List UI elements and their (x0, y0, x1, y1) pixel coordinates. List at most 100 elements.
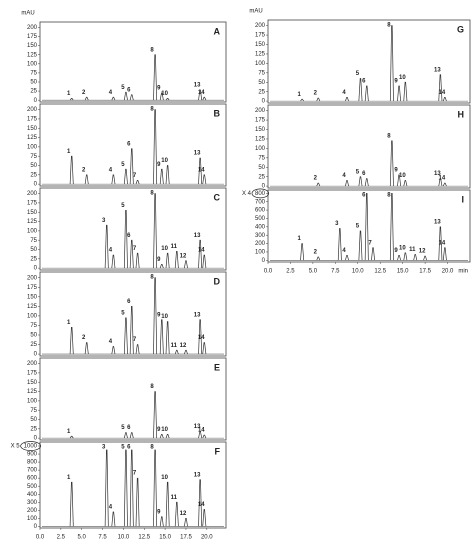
y-tick-label: 900 (27, 452, 38, 458)
peak (198, 239, 203, 269)
y-tick-label: 0 (262, 184, 266, 190)
peak-label: 9 (394, 79, 398, 85)
peak-label: 13 (434, 219, 441, 225)
panel-frame (39, 271, 227, 357)
peak (129, 449, 134, 527)
panel-letter: C (214, 192, 221, 202)
y-tick-label: 75 (258, 155, 265, 161)
x-tick-label: 10.0 (352, 269, 364, 275)
x-tick-label: 12.5 (374, 269, 386, 275)
y-tick-label: 175 (27, 200, 38, 206)
y-tick-label: 125 (27, 135, 38, 141)
y-axis-label: mAU (21, 11, 34, 17)
peak (129, 148, 134, 185)
peak (198, 431, 203, 439)
y-tick-label: 0 (262, 99, 266, 105)
peak-label: 4 (109, 90, 113, 96)
peak (358, 176, 363, 187)
peak-label: 5 (121, 203, 125, 209)
y-tick-label: 25 (30, 89, 37, 95)
peak (202, 174, 207, 185)
peak-label: 11 (171, 343, 178, 349)
panel-letter: H (458, 109, 465, 119)
peak (153, 391, 158, 439)
peak-label: 12 (180, 343, 187, 349)
y-tick-label: 200 (255, 241, 266, 247)
x-tick-label: 15.0 (397, 269, 409, 275)
peak-label: 2 (82, 90, 86, 96)
y-axis-label: mAU (249, 9, 262, 15)
y-tick-label: 50 (30, 163, 37, 169)
panel-frame (267, 189, 471, 263)
peak (202, 509, 207, 527)
peak (174, 501, 179, 527)
peak-label: 6 (127, 299, 131, 305)
peak (316, 256, 321, 261)
peak (159, 92, 164, 101)
panel-frame (267, 19, 471, 104)
peak (337, 228, 342, 261)
y-tick-label: 100 (255, 146, 266, 152)
y-tick-label: 300 (27, 500, 38, 506)
peak-label: 5 (356, 71, 360, 77)
peak-label: 1 (297, 236, 301, 242)
y-tick-label: 150 (27, 294, 38, 300)
peak (403, 252, 408, 261)
peak-label: 10 (161, 91, 168, 97)
peak-label: 10 (161, 427, 168, 433)
peak-label: 4 (109, 248, 113, 254)
peak (389, 25, 394, 102)
peak (129, 306, 134, 355)
peak-label: 14 (198, 248, 205, 254)
peak (135, 344, 140, 355)
peak-label: 10 (161, 475, 168, 481)
y-tick-label: 150 (255, 127, 266, 133)
peak (111, 346, 116, 355)
peak (123, 317, 128, 355)
peak-label: 7 (133, 246, 137, 252)
peak (69, 435, 74, 439)
peak-label: 4 (342, 248, 346, 254)
peak (442, 182, 447, 187)
y-tick-label: 0 (262, 258, 266, 264)
peak (153, 277, 158, 355)
y-tick-label: 200 (255, 108, 266, 114)
y-tick-label: 150 (27, 380, 38, 386)
peak-label: 5 (121, 310, 125, 316)
y-tick-label: 175 (27, 370, 38, 376)
peak-label: 1 (67, 475, 71, 481)
scale-note: X 5 (11, 444, 21, 450)
peak (111, 511, 116, 527)
x-tick-label: 2.5 (57, 535, 66, 541)
y-tick-label: 100 (255, 250, 266, 256)
panel-letter: F (215, 446, 221, 456)
peak (413, 254, 418, 261)
peak-label: 7 (368, 240, 372, 246)
peak-label: 1 (67, 320, 71, 326)
peak (389, 192, 394, 261)
y-tick-label: 200 (27, 275, 38, 281)
scale-circle (251, 188, 270, 199)
peak (438, 226, 443, 261)
peak (129, 94, 134, 101)
y-tick-label: 50 (30, 417, 37, 423)
y-tick-label: 175 (255, 33, 266, 39)
peak (184, 349, 188, 355)
peak-label: 11 (171, 244, 178, 250)
peak (123, 168, 128, 185)
peak (104, 224, 109, 269)
x-tick-label: 15.0 (159, 535, 171, 541)
peak (129, 239, 134, 269)
peak (184, 260, 188, 269)
peak-label: 2 (314, 250, 318, 256)
peak (345, 96, 349, 102)
peak-label: 1 (67, 429, 71, 435)
peak-label: 4 (342, 173, 346, 179)
panel-letter: G (457, 24, 464, 34)
y-tick-label: 600 (27, 476, 38, 482)
peak (123, 449, 128, 527)
peak-label: 9 (157, 85, 161, 91)
y-tick-label: 700 (255, 199, 266, 205)
y-tick-label: 600 (255, 208, 266, 214)
peak-label: 3 (102, 445, 106, 451)
